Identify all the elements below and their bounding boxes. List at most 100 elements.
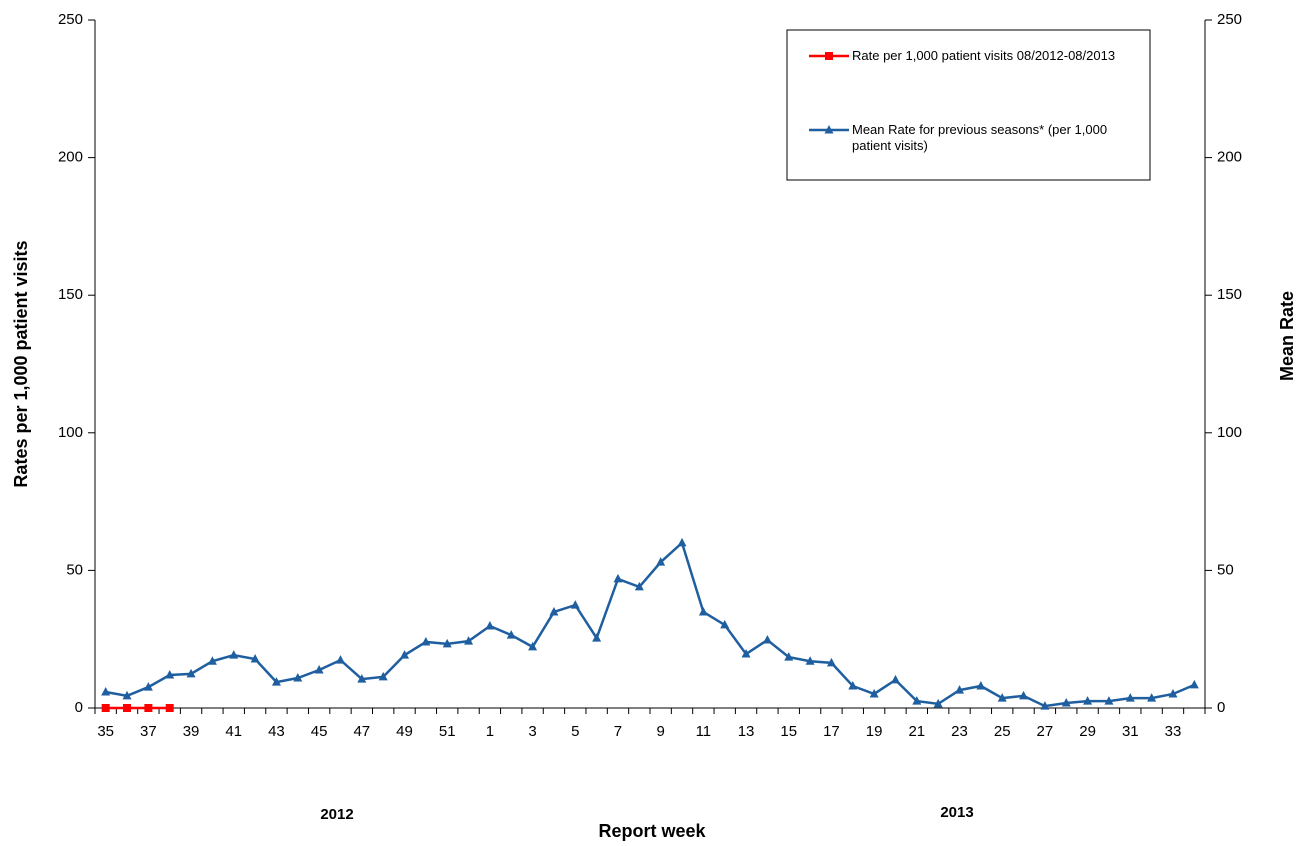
data-point	[634, 581, 644, 591]
data-point	[101, 704, 110, 712]
y2-tick-label: 0	[1217, 699, 1225, 716]
x-tick-label: 41	[225, 723, 242, 740]
data-point	[144, 704, 153, 712]
y2-tick-label: 150	[1217, 286, 1242, 303]
data-point	[997, 693, 1007, 702]
x-tick-label: 19	[866, 723, 883, 740]
year-label: 2013	[940, 804, 973, 821]
data-point	[123, 704, 132, 712]
y-tick-label: 0	[75, 699, 83, 716]
data-point	[506, 630, 516, 639]
x-tick-label: 39	[183, 723, 200, 740]
x-tick-label: 5	[571, 723, 579, 740]
data-point	[485, 620, 495, 630]
y2-tick-label: 200	[1217, 149, 1242, 166]
x-tick-label: 1	[486, 723, 494, 740]
data-point	[165, 704, 174, 712]
data-point	[890, 674, 900, 684]
x-tick-label: 7	[614, 723, 622, 740]
data-point	[805, 656, 815, 665]
x-tick-label: 31	[1122, 723, 1139, 740]
data-point	[592, 633, 602, 642]
data-point	[677, 537, 687, 547]
data-point	[1189, 679, 1199, 689]
legend-label: Rate per 1,000 patient visits 08/2012-08…	[852, 48, 1115, 63]
legend-marker	[825, 52, 833, 60]
data-point	[143, 682, 153, 691]
data-point	[101, 687, 111, 696]
data-point	[933, 698, 943, 708]
x-tick-label: 13	[738, 723, 755, 740]
data-point	[1083, 696, 1093, 705]
data-point	[378, 671, 388, 681]
legend-marker	[824, 125, 834, 134]
data-point	[613, 573, 623, 583]
x-tick-label: 17	[823, 723, 840, 740]
y2-tick-label: 250	[1217, 11, 1242, 28]
x-tick-label: 45	[311, 723, 328, 740]
x-tick-label: 27	[1037, 723, 1054, 740]
series-line	[105, 540, 1195, 708]
data-point	[720, 619, 730, 629]
y-tick-label: 50	[66, 561, 83, 578]
data-point	[570, 600, 580, 609]
data-point	[400, 650, 410, 659]
x-tick-label: 23	[951, 723, 968, 740]
data-point	[464, 636, 474, 645]
x-tick-label: 25	[994, 723, 1011, 740]
data-point	[698, 606, 708, 616]
x-tick-label: 9	[657, 723, 665, 740]
data-point	[421, 636, 431, 646]
x-tick-label: 11	[696, 723, 712, 740]
data-point	[976, 680, 986, 690]
x-tick-label: 37	[140, 723, 157, 740]
data-point	[1040, 701, 1050, 710]
data-point	[762, 635, 772, 644]
data-point	[784, 652, 794, 661]
data-point	[912, 696, 922, 705]
y2-tick-label: 100	[1217, 424, 1242, 441]
data-point	[826, 657, 836, 667]
y-tick-label: 200	[58, 149, 83, 166]
data-point	[1168, 688, 1178, 698]
y-tick-label: 150	[58, 286, 83, 303]
data-point	[165, 669, 175, 679]
data-point	[229, 650, 239, 659]
y2-tick-label: 50	[1217, 561, 1234, 578]
data-point	[207, 656, 217, 665]
data-point	[1125, 693, 1135, 702]
data-point	[293, 673, 303, 682]
data-point	[442, 638, 452, 648]
x-tick-label: 33	[1165, 723, 1182, 740]
data-point	[869, 688, 879, 698]
data-point	[314, 665, 324, 674]
data-point	[271, 677, 281, 686]
y-tick-label: 100	[58, 424, 83, 441]
x-tick-label: 15	[780, 723, 797, 740]
data-point	[1019, 690, 1029, 700]
x-tick-label: 49	[396, 723, 413, 740]
data-point	[1147, 693, 1157, 702]
data-point	[528, 641, 538, 651]
x-tick-label: 47	[353, 723, 370, 740]
data-point	[848, 680, 858, 690]
x-axis-title: Report week	[598, 821, 706, 841]
data-point	[122, 690, 132, 700]
data-point	[549, 606, 559, 616]
data-point	[335, 655, 345, 664]
y2-axis-title: Mean Rate	[1277, 291, 1297, 381]
x-tick-label: 29	[1079, 723, 1096, 740]
x-tick-label: 43	[268, 723, 285, 740]
data-point	[1104, 696, 1114, 705]
year-label: 2012	[320, 806, 353, 823]
x-tick-label: 21	[908, 723, 925, 740]
data-point	[656, 557, 666, 566]
y-tick-label: 250	[58, 11, 83, 28]
x-tick-label: 35	[97, 723, 114, 740]
data-point	[357, 674, 367, 683]
x-tick-label: 51	[439, 723, 456, 740]
data-point	[186, 668, 196, 678]
x-tick-label: 3	[528, 723, 536, 740]
data-point	[955, 685, 965, 694]
